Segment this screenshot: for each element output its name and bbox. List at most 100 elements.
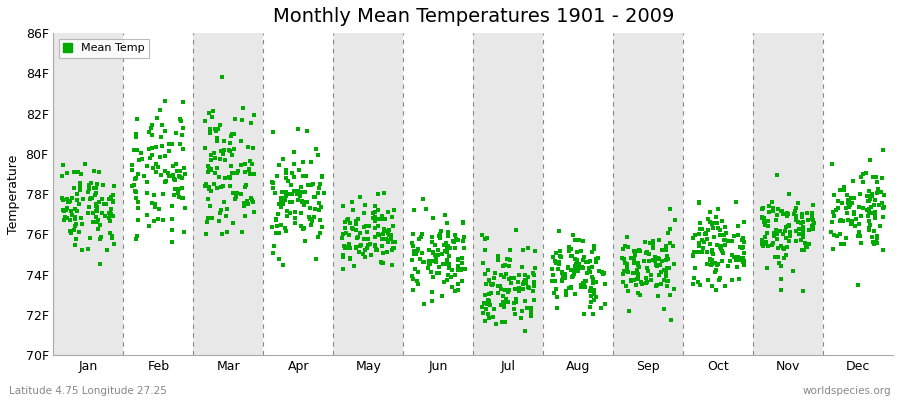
Point bbox=[518, 271, 532, 278]
Point bbox=[168, 130, 183, 137]
Point bbox=[724, 238, 739, 244]
Point bbox=[177, 171, 192, 177]
Point bbox=[798, 240, 813, 246]
Point bbox=[245, 196, 259, 203]
Point bbox=[308, 194, 322, 200]
Point bbox=[653, 261, 668, 268]
Point bbox=[447, 232, 462, 238]
Point bbox=[125, 166, 140, 173]
Point bbox=[441, 243, 455, 249]
Point bbox=[802, 241, 816, 247]
Point bbox=[792, 225, 806, 232]
Point bbox=[73, 187, 87, 193]
Point bbox=[129, 131, 143, 137]
Point bbox=[212, 218, 226, 225]
Point bbox=[65, 212, 79, 218]
Point bbox=[369, 246, 383, 253]
Point bbox=[308, 206, 322, 212]
Point bbox=[796, 219, 810, 226]
Point bbox=[440, 277, 454, 283]
Point bbox=[802, 227, 816, 234]
Point bbox=[708, 286, 723, 293]
Point bbox=[59, 207, 74, 214]
Point bbox=[303, 221, 318, 228]
Point bbox=[203, 129, 218, 136]
Point bbox=[455, 238, 470, 245]
Point bbox=[507, 306, 521, 312]
Point bbox=[737, 219, 751, 226]
Point bbox=[76, 246, 90, 253]
Point bbox=[234, 191, 248, 197]
Point bbox=[410, 248, 424, 254]
Point bbox=[489, 270, 503, 276]
Point bbox=[865, 191, 879, 198]
Point bbox=[632, 247, 646, 253]
Point bbox=[766, 230, 780, 236]
Point bbox=[338, 219, 353, 226]
Point bbox=[832, 205, 846, 211]
Point bbox=[589, 256, 603, 262]
Point bbox=[760, 243, 775, 249]
Point bbox=[526, 288, 540, 294]
Point bbox=[55, 195, 69, 201]
Point bbox=[234, 117, 248, 124]
Point bbox=[131, 205, 146, 211]
Point bbox=[861, 198, 876, 204]
Point bbox=[73, 180, 87, 186]
Point bbox=[266, 180, 280, 186]
Point bbox=[148, 161, 163, 167]
Point bbox=[638, 250, 652, 256]
Point bbox=[553, 253, 567, 260]
Point bbox=[286, 188, 301, 194]
Point bbox=[853, 191, 868, 197]
Point bbox=[502, 263, 517, 269]
Point bbox=[478, 318, 492, 324]
Point bbox=[503, 257, 517, 263]
Point bbox=[278, 170, 293, 176]
Point bbox=[436, 260, 450, 267]
Point bbox=[731, 232, 745, 238]
Point bbox=[655, 247, 670, 254]
Point bbox=[667, 216, 681, 223]
Point bbox=[176, 195, 190, 201]
Point bbox=[563, 285, 578, 292]
Point bbox=[279, 174, 293, 181]
Point bbox=[564, 253, 579, 259]
Point bbox=[57, 216, 71, 223]
Point bbox=[796, 234, 810, 240]
Point bbox=[436, 261, 450, 267]
Point bbox=[228, 116, 242, 122]
Point bbox=[341, 216, 356, 223]
Point bbox=[706, 250, 720, 257]
Point bbox=[508, 310, 522, 317]
Point bbox=[354, 242, 368, 249]
Point bbox=[526, 283, 541, 289]
Point bbox=[272, 162, 286, 168]
Point bbox=[867, 228, 881, 234]
Point bbox=[435, 293, 449, 299]
Bar bbox=[753, 33, 824, 355]
Point bbox=[650, 263, 664, 270]
Point bbox=[582, 269, 597, 275]
Point bbox=[275, 156, 290, 162]
Point bbox=[794, 220, 808, 226]
Point bbox=[202, 169, 216, 175]
Point bbox=[511, 288, 526, 294]
Point bbox=[587, 291, 601, 298]
Point bbox=[661, 230, 675, 236]
Point bbox=[166, 172, 180, 178]
Point bbox=[771, 254, 786, 260]
Point bbox=[497, 300, 511, 306]
Point bbox=[349, 245, 364, 251]
Point bbox=[450, 280, 464, 287]
Point bbox=[412, 256, 427, 262]
Point bbox=[225, 170, 239, 176]
Point bbox=[590, 259, 604, 265]
Point bbox=[140, 190, 154, 196]
Point bbox=[782, 222, 796, 228]
Point bbox=[731, 223, 745, 230]
Point bbox=[511, 278, 526, 285]
Point bbox=[861, 218, 876, 224]
Point bbox=[165, 227, 179, 233]
Point bbox=[654, 258, 669, 264]
